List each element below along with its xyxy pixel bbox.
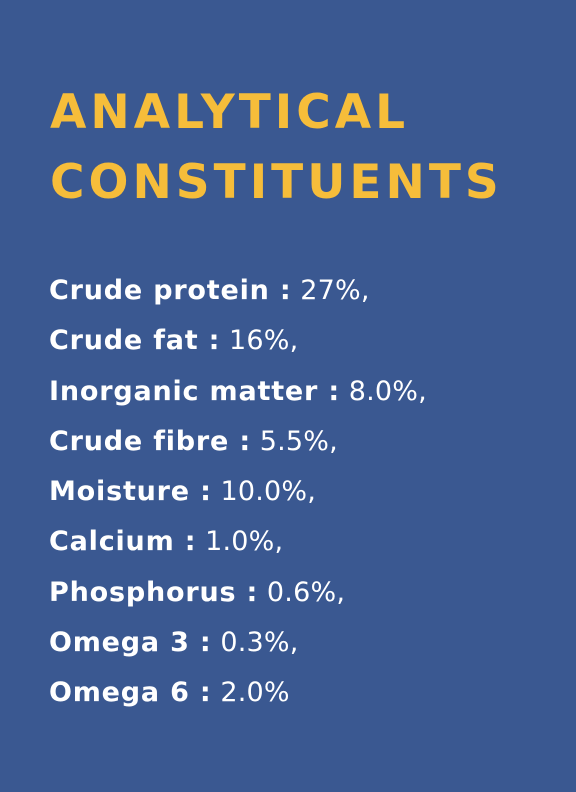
constituent-label: Crude fibre : <box>49 425 251 457</box>
constituent-label: Crude protein : <box>49 275 292 306</box>
constituent-value: 27%, <box>291 275 370 306</box>
constituents-list: Crude protein : 27%, Crude fat : 16%, In… <box>49 266 427 719</box>
constituent-row-crude-protein: Crude protein : 27%, <box>49 266 427 316</box>
constituent-row-phosphorus: Phosphorus : 0.6%, <box>49 568 427 618</box>
constituent-label: Phosphorus : <box>49 576 259 608</box>
constituent-label: Omega 6 : <box>49 677 212 709</box>
constituent-row-crude-fat: Crude fat : 16%, <box>49 316 427 366</box>
constituent-label: Crude fat : <box>49 325 221 357</box>
constituent-row-inorganic-matter: Inorganic matter : 8.0%, <box>49 367 427 417</box>
constituent-row-moisture: Moisture : 10.0%, <box>49 467 427 517</box>
constituent-value: 0.3%, <box>211 627 299 659</box>
constituent-row-crude-fibre: Crude fibre : 5.5%, <box>49 417 427 467</box>
constituent-label: Calcium : <box>49 526 197 558</box>
constituent-value: 0.6%, <box>258 576 346 608</box>
constituent-row-omega-6: Omega 6 : 2.0% <box>49 668 427 718</box>
page-title: ANALYTICAL CONSTITUENTS <box>50 78 503 218</box>
constituent-value: 5.5%, <box>250 425 338 457</box>
constituent-row-omega-3: Omega 3 : 0.3%, <box>49 618 427 668</box>
constituent-label: Omega 3 : <box>49 627 212 659</box>
title-line-1: ANALYTICAL <box>50 85 410 140</box>
constituent-value: 1.0%, <box>196 526 284 558</box>
title-line-2: CONSTITUENTS <box>50 155 503 210</box>
constituent-label: Moisture : <box>49 476 212 508</box>
constituent-value: 16%, <box>220 325 299 357</box>
constituent-value: 10.0%, <box>211 476 317 508</box>
constituent-row-calcium: Calcium : 1.0%, <box>49 517 427 567</box>
constituent-value: 8.0%, <box>339 375 427 407</box>
constituent-label: Inorganic matter : <box>49 375 340 407</box>
constituent-value: 2.0% <box>211 677 290 709</box>
